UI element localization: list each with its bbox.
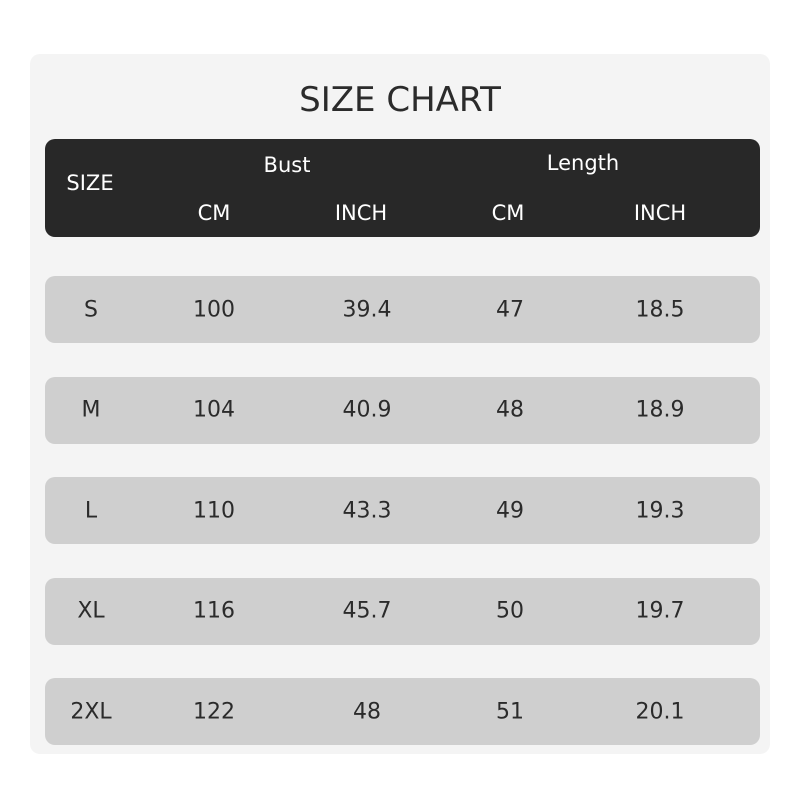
table-cell: M [81, 397, 101, 423]
table-cell: 20.1 [635, 699, 685, 724]
table-row: XL 116 45.7 50 19.7 [45, 577, 760, 645]
table-cell: 19.3 [635, 498, 685, 523]
table-cell: 45.7 [342, 598, 392, 624]
table-row: S 100 39.4 47 18.5 [45, 276, 760, 343]
table-cell: XL [77, 598, 105, 624]
header-length-inch: INCH [633, 201, 687, 225]
header-length: Length [546, 151, 620, 175]
table-cell: 122 [193, 699, 235, 724]
header-length-cm: CM [491, 201, 525, 225]
table-cell: S [84, 297, 98, 322]
header-bust-inch: INCH [334, 201, 388, 225]
table-cell: 48 [353, 699, 381, 724]
table-header: SIZE Bust Length CM INCH CM INCH [45, 139, 760, 237]
table-cell: 43.3 [342, 498, 392, 523]
table-cell: L [84, 498, 98, 523]
header-bust-cm: CM [197, 201, 231, 225]
table-cell: 100 [193, 297, 235, 322]
table-cell: 104 [193, 397, 235, 423]
chart-title: SIZE CHART [299, 80, 501, 120]
table-cell: 39.4 [342, 297, 392, 322]
table-cell: 50 [496, 598, 524, 624]
table-cell: 47 [496, 297, 524, 322]
table-cell: 49 [496, 498, 524, 523]
header-bust: Bust [263, 153, 311, 177]
table-cell: 48 [496, 397, 524, 423]
table-cell: 40.9 [342, 397, 392, 423]
table-row: M 104 40.9 48 18.9 [45, 376, 760, 444]
header-size: SIZE [66, 171, 114, 195]
table-cell: 116 [193, 598, 235, 624]
table-row: L 110 43.3 49 19.3 [45, 477, 760, 544]
table-cell: 2XL [70, 699, 112, 724]
table-cell: 19.7 [635, 598, 685, 624]
table-cell: 110 [193, 498, 235, 523]
table-cell: 51 [496, 699, 524, 724]
table-cell: 18.5 [635, 297, 685, 322]
table-cell: 18.9 [635, 397, 685, 423]
table-row: 2XL 122 48 51 20.1 [45, 678, 760, 745]
